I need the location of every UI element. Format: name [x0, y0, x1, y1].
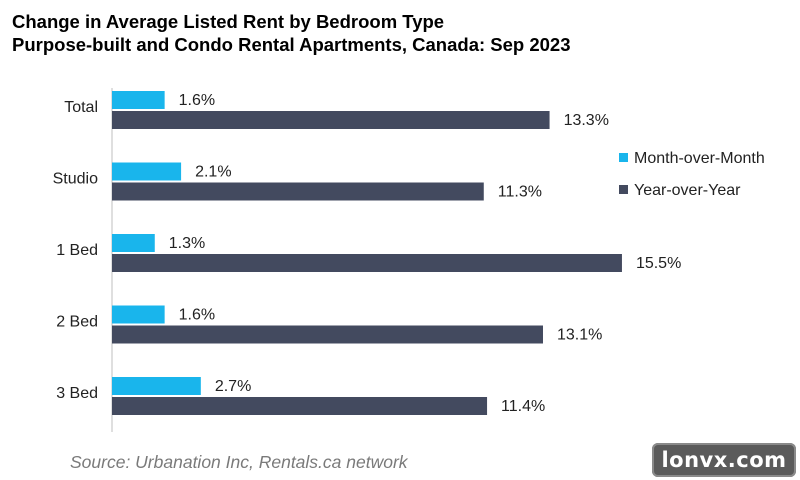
bar-month-over-month	[112, 162, 182, 181]
data-label: 1.3%	[169, 235, 205, 252]
legend-swatch	[619, 153, 628, 162]
category-label: Studio	[53, 171, 98, 188]
bar-year-over-year	[112, 325, 543, 344]
bar-year-over-year	[112, 111, 550, 129]
legend-label: Month-over-Month	[634, 150, 765, 167]
data-label: 15.5%	[636, 255, 681, 272]
data-label: 13.1%	[557, 327, 602, 344]
category-label: 1 Bed	[56, 242, 98, 259]
bar-month-over-month	[112, 234, 155, 252]
source-note: Source: Urbanation Inc, Rentals.ca netwo…	[70, 452, 408, 472]
watermark-logo: lonvx.com	[652, 443, 796, 477]
data-label: 1.6%	[179, 92, 215, 109]
legend-swatch	[619, 185, 628, 194]
data-label: 11.4%	[501, 398, 545, 415]
chart-title: Change in Average Listed Rent by Bedroom…	[12, 11, 445, 32]
data-label: 11.3%	[498, 184, 542, 201]
bar-year-over-year	[112, 254, 622, 272]
chart-subtitle: Purpose-built and Condo Rental Apartment…	[12, 34, 571, 55]
data-label: 2.7%	[215, 378, 251, 395]
bar-month-over-month	[112, 377, 201, 395]
bar-month-over-month	[112, 305, 165, 324]
data-label: 13.3%	[564, 112, 609, 129]
bar-year-over-year	[112, 182, 484, 201]
category-label: 2 Bed	[56, 314, 98, 331]
bar-month-over-month	[112, 91, 165, 109]
data-label: 2.1%	[195, 164, 231, 181]
category-label: 3 Bed	[56, 385, 98, 402]
legend-label: Year-over-Year	[634, 182, 741, 199]
chart-title-block: Change in Average Listed Rent by Bedroom…	[12, 10, 571, 56]
bar-year-over-year	[112, 397, 488, 415]
category-label: Total	[64, 99, 98, 116]
data-label: 1.6%	[179, 307, 215, 324]
